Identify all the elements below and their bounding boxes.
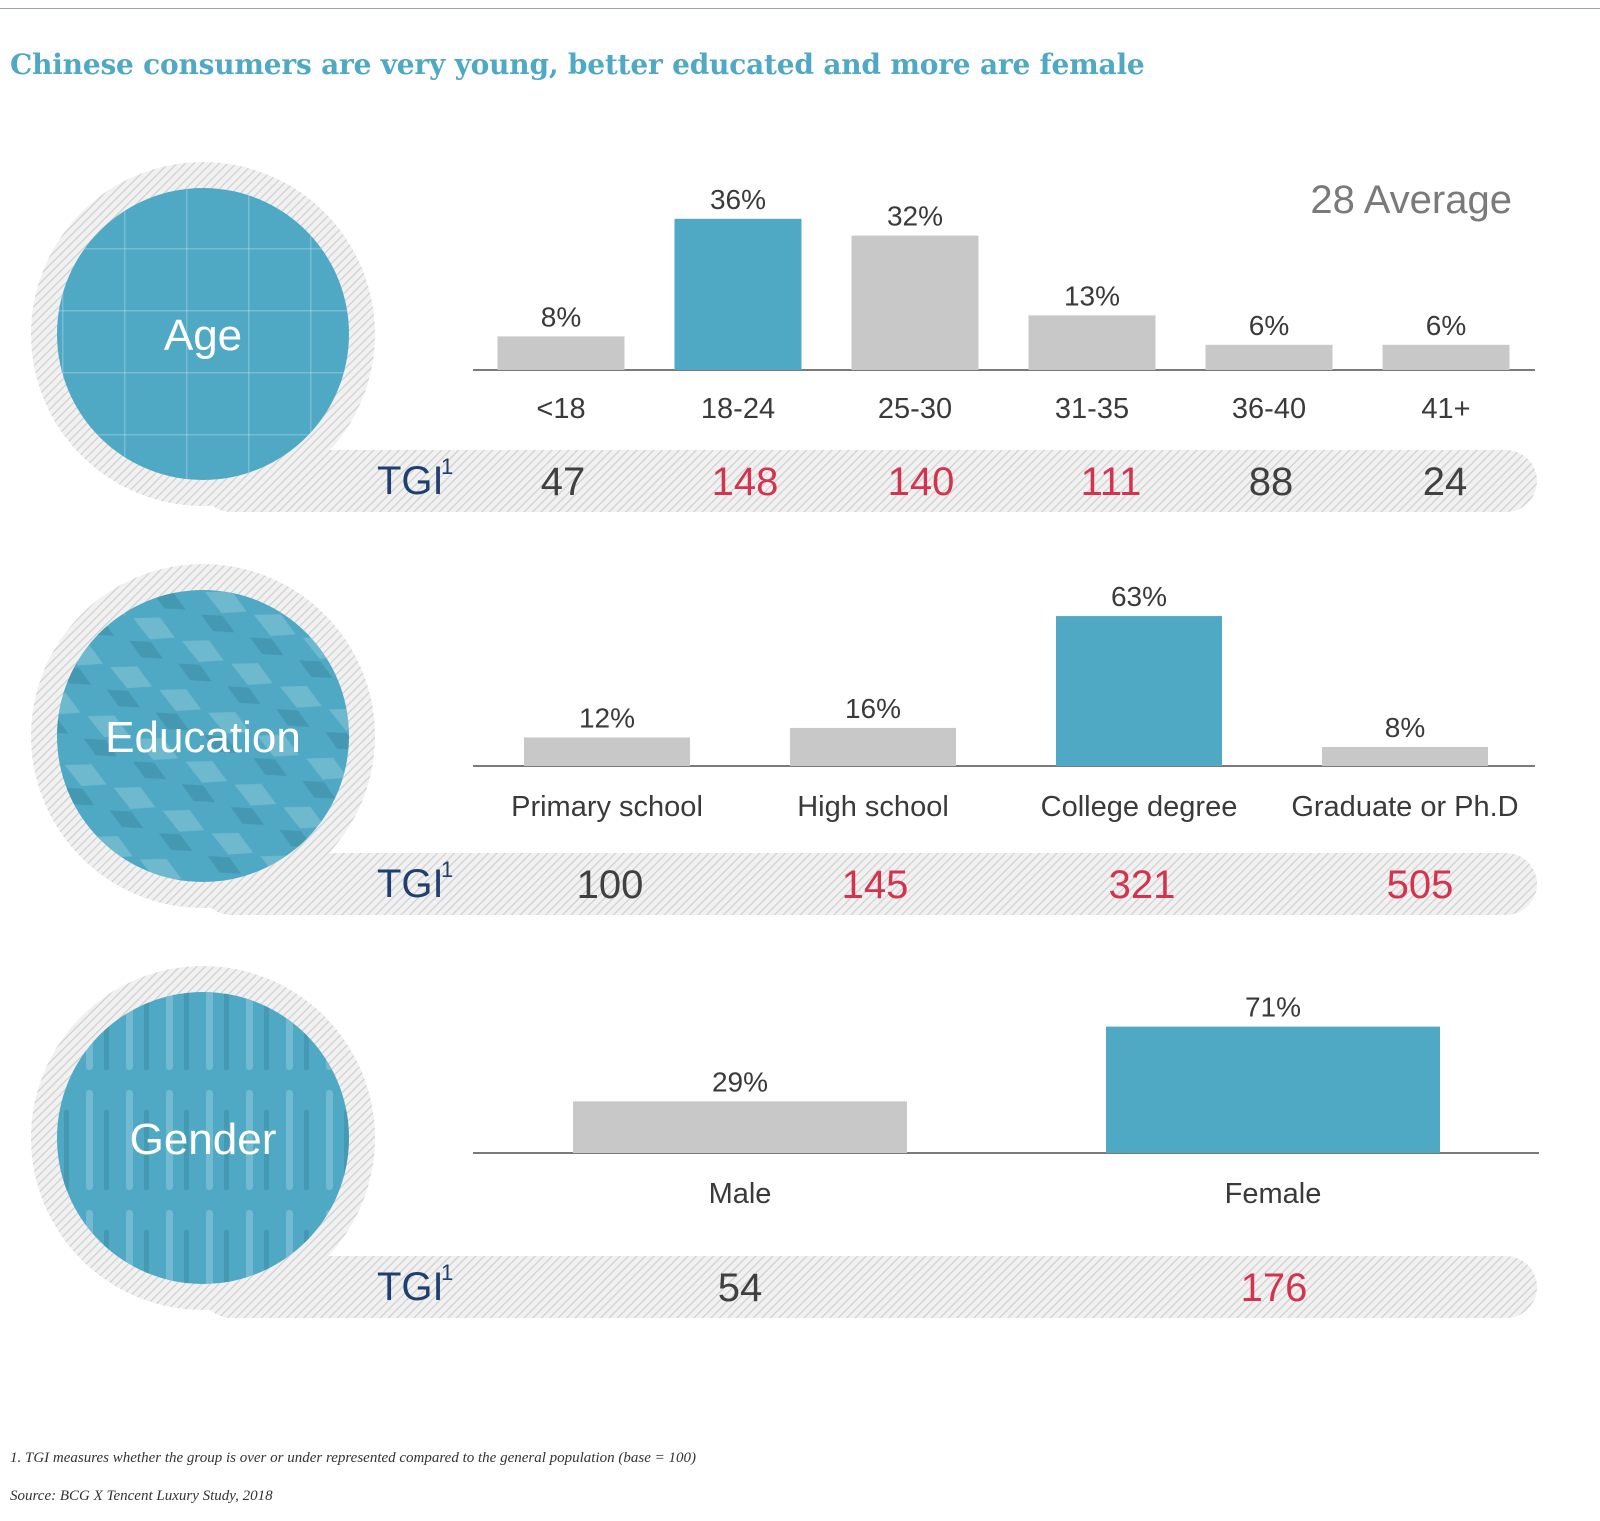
tgi-value: 505 [1387, 863, 1454, 907]
category-label: Male [709, 1178, 772, 1210]
section-label: Age [164, 311, 242, 360]
bar [674, 218, 802, 370]
tgi-value: 145 [842, 863, 909, 907]
bar [1205, 344, 1333, 370]
education-section: Education 12% Primary school 16% High school… [31, 564, 1537, 915]
page-title: Chinese consumers are very young, better… [10, 48, 1145, 81]
data-label: 6% [1426, 310, 1466, 341]
tgi-value: 148 [712, 460, 779, 504]
average-annotation: 28 Average [1310, 178, 1512, 222]
tgi-superscript: 1 [441, 857, 453, 882]
category-label: 18-24 [701, 393, 775, 425]
section-label: Gender [130, 1115, 277, 1164]
data-label: 16% [845, 693, 901, 724]
bar [1028, 315, 1156, 370]
category-label: High school [797, 791, 949, 823]
data-label: 13% [1064, 280, 1120, 311]
bar [1056, 616, 1222, 766]
data-label: 71% [1245, 992, 1301, 1023]
section-photo-texture [57, 590, 349, 882]
tgi-value: 111 [1081, 460, 1142, 504]
bar [497, 336, 625, 370]
data-label: 29% [712, 1066, 768, 1097]
tgi-band [200, 1256, 1537, 1318]
category-label: Primary school [511, 791, 703, 823]
section-photo-texture [57, 188, 349, 480]
category-label: <18 [536, 393, 585, 425]
top-divider [0, 8, 1600, 9]
bar [1382, 344, 1510, 370]
data-label: 63% [1111, 581, 1167, 612]
data-label: 12% [579, 702, 635, 733]
category-label: 36-40 [1232, 393, 1306, 425]
data-label: 6% [1249, 310, 1289, 341]
tgi-band [200, 853, 1537, 915]
tgi-value: 47 [541, 460, 586, 504]
tgi-value: 24 [1423, 460, 1468, 504]
data-label: 8% [541, 301, 581, 332]
section-photo-texture [57, 992, 349, 1284]
category-label: 41+ [1421, 393, 1470, 425]
bar [524, 737, 690, 766]
age-section: Age 8% <18 36% 18-24 32% 25-30 13% 31-35 6% 36-40 6… [31, 162, 1537, 512]
section-label: Education [105, 713, 301, 762]
category-label: Female [1225, 1178, 1322, 1210]
tgi-superscript: 1 [441, 1260, 453, 1285]
category-label: 25-30 [878, 393, 952, 425]
bar [851, 235, 979, 370]
data-label: 8% [1385, 712, 1425, 743]
category-label: Graduate or Ph.D [1291, 791, 1518, 823]
bar [790, 727, 956, 766]
data-label: 32% [887, 201, 943, 232]
data-label: 36% [710, 184, 766, 215]
category-label: 31-35 [1055, 393, 1129, 425]
tgi-value: 54 [718, 1266, 763, 1310]
footnote-tgi: 1. TGI measures whether the group is ove… [10, 1450, 696, 1466]
tgi-band [200, 450, 1537, 512]
tgi-label: TGI [377, 1265, 444, 1309]
source-note: Source: BCG X Tencent Luxury Study, 2018 [10, 1488, 273, 1504]
tgi-value: 176 [1241, 1266, 1308, 1310]
tgi-value: 321 [1109, 863, 1176, 907]
tgi-superscript: 1 [441, 454, 453, 479]
tgi-value: 100 [577, 863, 644, 907]
tgi-label: TGI [377, 459, 444, 503]
tgi-label: TGI [377, 862, 444, 906]
tgi-value: 88 [1249, 460, 1294, 504]
category-label: College degree [1041, 791, 1238, 823]
bar [573, 1101, 907, 1153]
tgi-value: 140 [888, 460, 955, 504]
bar [1322, 746, 1488, 766]
bar [1106, 1026, 1440, 1153]
